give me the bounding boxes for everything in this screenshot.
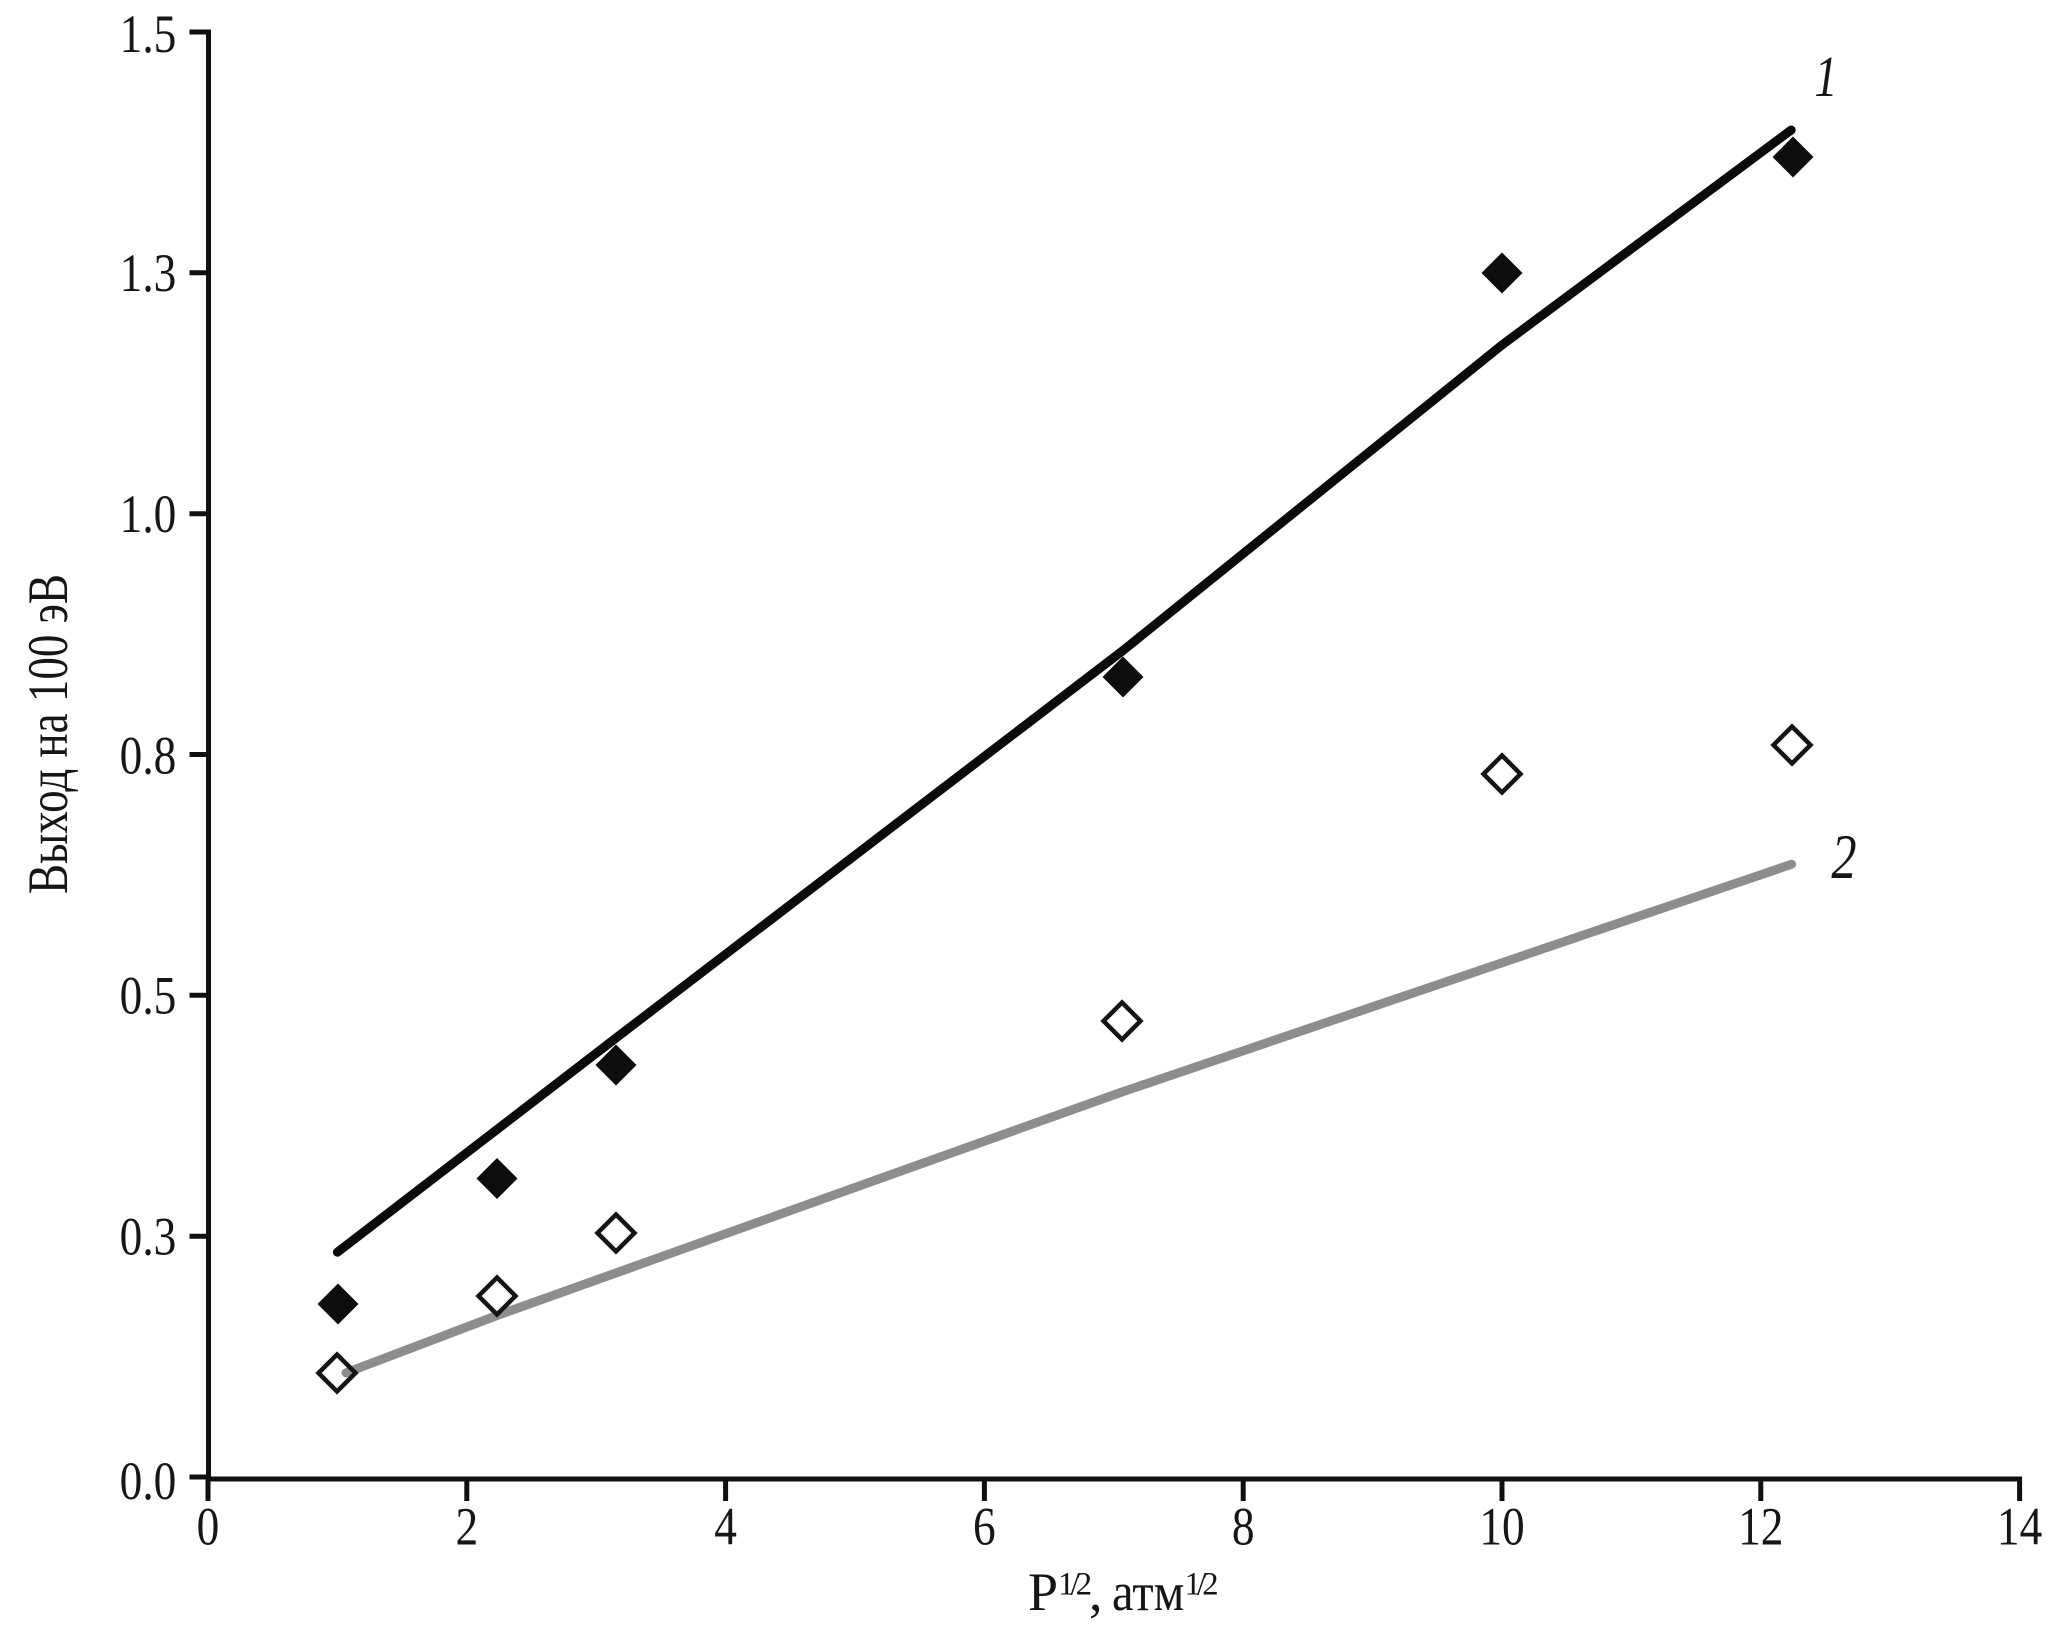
- svg-text:,: ,: [1089, 1562, 1103, 1622]
- svg-text:P: P: [1028, 1562, 1058, 1622]
- svg-text:4: 4: [714, 1497, 737, 1557]
- svg-text:0.5: 0.5: [120, 966, 177, 1026]
- svg-text:12: 12: [1738, 1497, 1783, 1557]
- svg-text:1.5: 1.5: [120, 4, 177, 64]
- svg-text:1: 1: [1814, 45, 1837, 109]
- svg-text:2: 2: [455, 1497, 478, 1557]
- svg-text:1/2: 1/2: [1185, 1567, 1218, 1603]
- svg-text:Выход на 100 эВ: Выход на 100 эВ: [17, 574, 80, 894]
- svg-text:0: 0: [197, 1497, 220, 1557]
- svg-text:0.0: 0.0: [120, 1451, 177, 1511]
- svg-text:1.0: 1.0: [120, 484, 177, 544]
- svg-text:2: 2: [1831, 823, 1856, 893]
- svg-text:0.8: 0.8: [120, 726, 177, 786]
- svg-text:6: 6: [973, 1497, 996, 1557]
- svg-text:1/2: 1/2: [1058, 1567, 1091, 1603]
- svg-text:8: 8: [1232, 1497, 1255, 1557]
- svg-text:10: 10: [1479, 1497, 1524, 1557]
- svg-text:14: 14: [1997, 1497, 2042, 1557]
- svg-text:0.3: 0.3: [120, 1207, 177, 1267]
- svg-text:1.3: 1.3: [120, 243, 177, 303]
- svg-text:атм: атм: [1112, 1563, 1184, 1623]
